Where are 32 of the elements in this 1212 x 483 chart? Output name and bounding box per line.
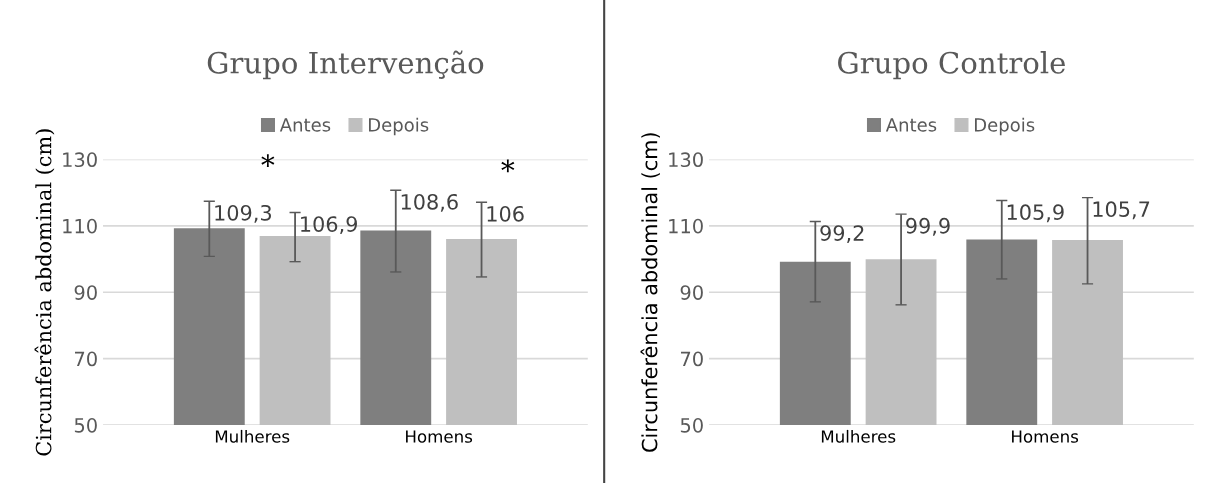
chart-title: Grupo Controle	[838, 51, 1065, 80]
x-tick-label: Mulheres	[215, 429, 290, 443]
y-tick-label: 70	[75, 351, 97, 367]
data-label: 99,9	[906, 217, 950, 236]
x-tick-label: Homens	[406, 430, 473, 443]
y-axis-title: Circunferência abdominal (cm)	[34, 129, 55, 456]
y-tick-label: 130	[669, 152, 703, 168]
y-axis-title: Circunferência abdominal (cm)	[640, 133, 660, 452]
annotation: *	[501, 159, 515, 173]
data-label: 108,6	[401, 193, 458, 212]
x-tick-label: Mulheres	[821, 429, 896, 443]
y-tick-label: 50	[680, 418, 703, 433]
data-label: 105,9	[1007, 204, 1064, 223]
data-label: 106	[487, 205, 524, 222]
data-label: 106,9	[301, 216, 357, 235]
y-tick-label: 110	[63, 218, 97, 234]
y-tick-label: 90	[74, 285, 97, 300]
annotation: *	[261, 154, 275, 167]
y-tick-label: 50	[74, 418, 97, 433]
y-tick-label: 90	[680, 285, 703, 300]
data-label: 109,3	[215, 204, 271, 223]
legend-label: Depois	[369, 117, 429, 136]
data-label: 105,7	[1093, 201, 1150, 220]
legend-label: Depois	[975, 117, 1035, 136]
legend-label: Antes	[885, 118, 937, 132]
y-tick-label: 70	[681, 351, 703, 367]
data-label: 99,2	[820, 225, 864, 244]
legend-label: Antes	[279, 118, 331, 132]
y-tick-label: 130	[63, 152, 97, 168]
y-tick-label: 110	[669, 218, 703, 234]
x-tick-label: Homens	[1012, 430, 1079, 443]
chart-title: Grupo Intervenção	[207, 50, 484, 80]
